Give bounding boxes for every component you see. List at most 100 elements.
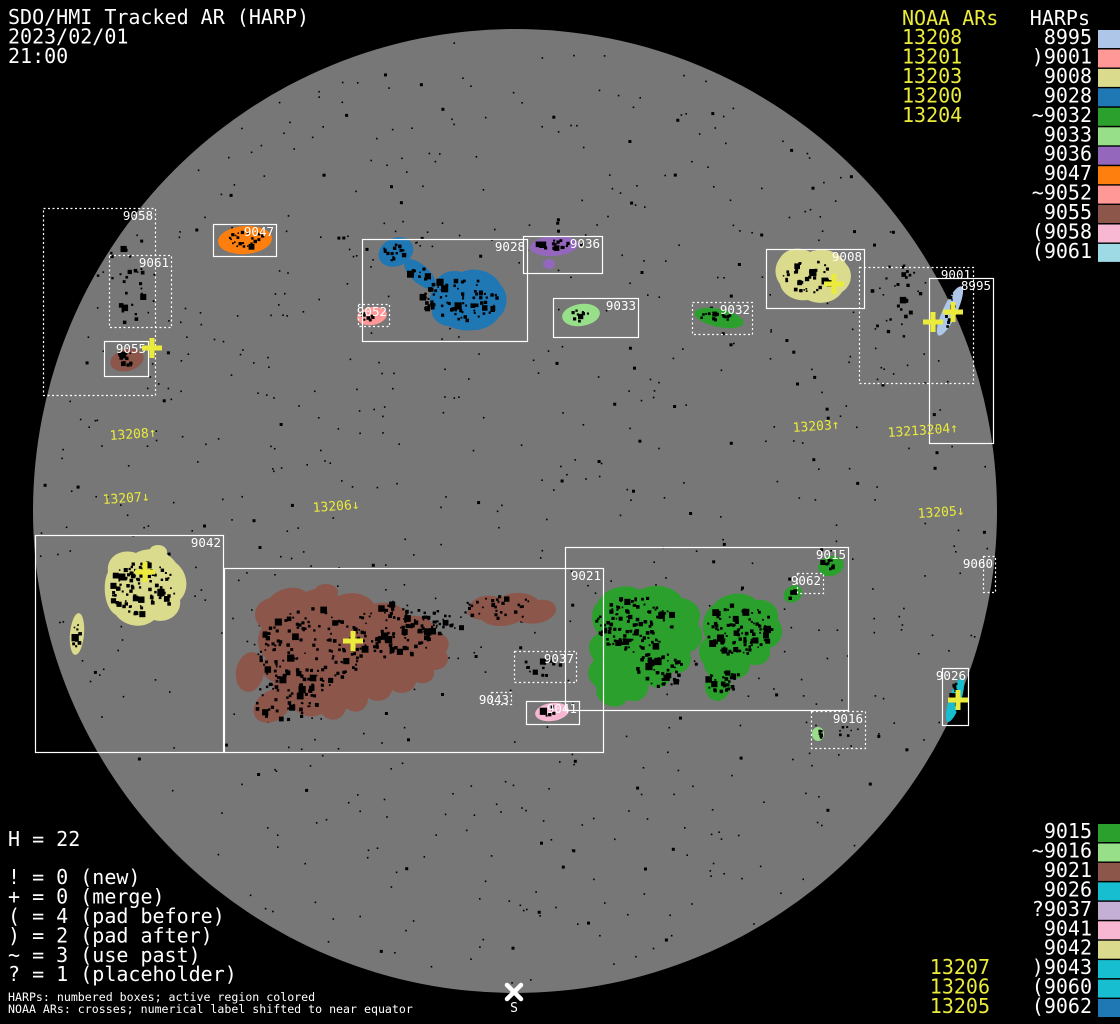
noaa-equator-label: 13207↓ [102,490,150,508]
harp-region-9041 [535,702,569,722]
noaa-bottom-entry: 13205 [930,994,990,1018]
harp-box-label-8995: 8995 [961,278,991,293]
footer-line-2: NOAA ARs: crosses; numerical label shift… [8,1002,413,1016]
harp-region-9042 [69,545,187,655]
harp-box-label-9043: 9043 [479,692,509,707]
harp-top-entry: )9001 [1032,45,1092,69]
harp-box-9016 [810,710,867,750]
noaa-top-entry: 13204 [902,103,962,127]
harp-top-entry: (9061 [1032,239,1092,263]
harp-bottom-entry: 9041 [1044,916,1092,940]
legend-merge: + = 0 (merge) [8,884,165,908]
legend-pad-before: ( = 4 (pad before) [8,904,225,928]
harp-top-entry: 9047 [1044,161,1092,185]
harp-color-swatch-9037 [1098,901,1120,920]
harp-color-swatch-9060 [1098,979,1120,998]
harp-color-swatch-9041 [1098,921,1120,940]
harp-color-swatch-9061 [1098,243,1120,262]
harp-box-label-9028: 9028 [495,239,525,254]
harp-region-9047 [218,225,272,255]
harp-color-swatch-9001 [1098,49,1120,68]
harp-top-entry: 8995 [1044,25,1092,49]
noaa-cross-icon [943,302,963,322]
harp-boxes: 9058 9061 9055 9047 9028 9052 9036 9033 9032 9008… [34,207,997,754]
harp-color-swatch-9058 [1098,224,1120,243]
harp-box-9055 [103,340,150,378]
harp-bottom-entry: 9021 [1044,858,1092,882]
harp-color-swatch-9028 [1098,88,1120,107]
harp-region-9028 [378,237,507,331]
south-label: S [510,1001,518,1016]
harp-color-swatch-9043 [1098,960,1120,979]
plot-title: SDO/HMI Tracked AR (HARP) [8,5,309,29]
harp-region-9021 [235,584,557,723]
plot-time: 21:00 [8,44,68,68]
harp-box-8995 [928,277,995,445]
harp-box-label-9060: 9060 [963,556,993,571]
harp-color-swatch-9015 [1098,824,1120,842]
solar-disk [33,29,997,993]
harp-box-label-9036: 9036 [570,236,600,251]
harp-box-label-9042: 9042 [191,535,221,550]
noaa-equator-label: 13203↑ [792,418,840,436]
harp-region-9058 [96,245,143,325]
harp-top-entry: 9036 [1044,142,1092,166]
noaa-top-entry: 13208 [902,25,962,49]
noaa-equator-label: 13213204↑ [887,421,958,441]
harp-bottom-entry: 9015 [1044,819,1092,843]
harp-bottom-entry: (9062 [1032,994,1092,1018]
noaa-cross-icon [343,631,363,651]
harp-top-entry: ~9032 [1032,103,1092,127]
harp-box-label-9047: 9047 [244,224,274,239]
harp-bottom-entry: (9060 [1032,975,1092,999]
harp-top-entry: ~9052 [1032,181,1092,205]
harps-header: HARPs [1030,6,1090,30]
harp-box-label-9016: 9016 [833,711,863,726]
noaa-cross-icon [948,690,968,710]
harp-box-label-9026: 9026 [936,668,966,683]
harp-box-label-9061: 9061 [139,255,169,270]
harp-box-label-9041: 9041 [547,701,577,716]
harp-box-9021 [223,567,605,754]
harp-box-9060 [982,555,997,594]
harp-bottom-entry: ?9037 [1032,897,1092,921]
harp-region-9036 [530,235,578,269]
footer-line-1: HARPs: numbered boxes; active region col… [8,990,315,1004]
harp-color-swatch-9055 [1098,205,1120,223]
harp-count: H = 22 [8,827,80,851]
south-pole-marker: S [504,982,524,1016]
harp-box-9033 [552,297,640,339]
harp-color-swatch-8995 [1098,30,1120,48]
harp-box-label-9008: 9008 [832,249,862,264]
harp-box-9015 [564,546,850,712]
harp-region-9055 [110,348,144,372]
noaa-top-entry: 13201 [902,45,962,69]
harp-box-9047 [212,223,278,258]
noaa-bottom-entry: 13206 [930,975,990,999]
harp-box-9008 [765,248,866,310]
harp-box-label-9058: 9058 [123,208,153,223]
harp-box-label-9037: 9037 [544,651,574,666]
legend-placeholder: ? = 1 (placeholder) [8,962,237,986]
noaa-crosses [135,274,968,710]
legend-use-past: ~ = 3 (use past) [8,943,201,967]
harp-color-swatch-9036 [1098,146,1120,165]
harp-region-9032 [694,307,744,329]
plot-date: 2023/02/01 [8,25,128,49]
harp-region-9015 [588,555,844,707]
harp-box-9058 [42,207,157,397]
harp-box-9028 [361,238,529,343]
noaa-cross-icon [135,562,155,582]
harp-top-entry: 9028 [1044,83,1092,107]
harp-region-9033 [562,303,600,327]
column-headers: NOAA ARs HARPs [902,6,1090,30]
top-harp-list: 13208132011320313200132048995)9001900890… [902,25,1120,263]
harp-active-regions [69,225,965,741]
noaa-cross-icon [824,274,844,294]
harp-box-9037 [513,650,578,684]
harp-top-entry: 9033 [1044,122,1092,146]
noaa-top-entry: 13200 [902,83,962,107]
harp-box-label-9055: 9055 [116,341,146,356]
